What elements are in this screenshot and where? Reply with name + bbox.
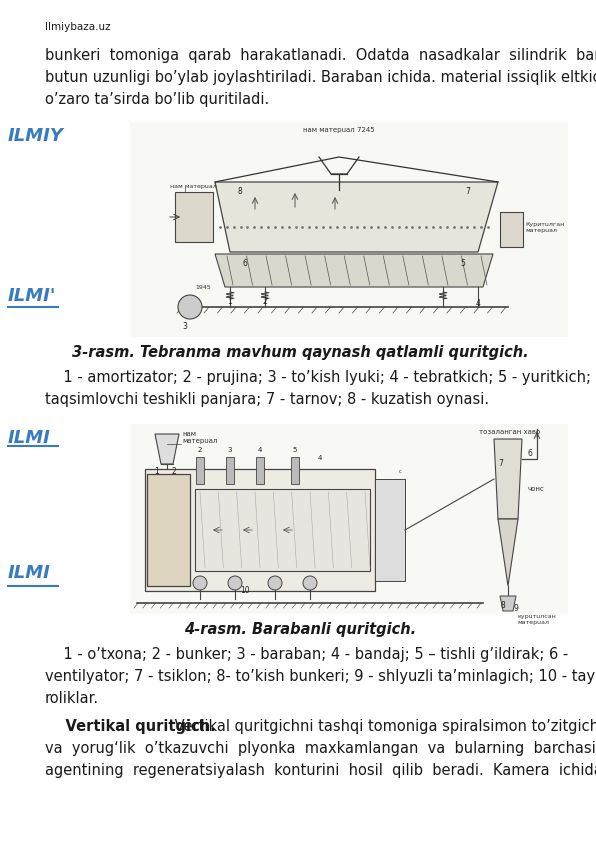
Bar (130, 424, 568, 614)
Text: 2: 2 (198, 447, 202, 453)
Text: ILMIY: ILMIY (8, 127, 64, 145)
Text: тозаланган хаво: тозаланган хаво (479, 429, 540, 435)
Text: ILMI': ILMI' (8, 287, 57, 305)
Text: 3: 3 (182, 322, 187, 331)
Polygon shape (291, 457, 299, 484)
Circle shape (193, 576, 207, 590)
Polygon shape (215, 182, 498, 252)
Polygon shape (226, 457, 234, 484)
Text: bunkeri  tomoniga  qarab  harakatlanadi.  Odatda  nasadkalar  silindrik  baraban: bunkeri tomoniga qarab harakatlanadi. Od… (45, 48, 596, 63)
Text: 2: 2 (172, 467, 177, 476)
Polygon shape (196, 457, 204, 484)
Text: 9: 9 (513, 604, 518, 613)
Circle shape (303, 576, 317, 590)
Text: нам матерuал 7245: нам матерuал 7245 (303, 127, 375, 133)
Text: 4: 4 (318, 455, 322, 461)
Polygon shape (145, 469, 375, 591)
Text: 6: 6 (243, 259, 247, 268)
Text: 10: 10 (240, 586, 250, 595)
Text: ventilyator; 7 - tsiklon; 8- to’kish bunkeri; 9 - shlyuzli ta’minlagich; 10 - ta: ventilyator; 7 - tsiklon; 8- to’kish bun… (45, 669, 596, 684)
Text: 1: 1 (154, 467, 159, 476)
Text: 8: 8 (238, 187, 243, 196)
Text: agentining  regeneratsiyalash  konturini  hosil  qilib  beradi.  Kamera  ichida : agentining regeneratsiyalash konturini h… (45, 763, 596, 778)
Text: 3-rasm. Tebranma mavhum qaynash qatlamli quritgich.: 3-rasm. Tebranma mavhum qaynash qatlamli… (72, 345, 529, 360)
Text: 5: 5 (293, 447, 297, 453)
Text: 1 - o’txona; 2 - bunker; 3 - baraban; 4 - bandaj; 5 – tishli g’ildirak; 6 -: 1 - o’txona; 2 - bunker; 3 - baraban; 4 … (45, 647, 568, 662)
Text: butun uzunligi bo’ylab joylashtiriladi. Baraban ichida. material issiqlik eltkic: butun uzunligi bo’ylab joylashtiriladi. … (45, 70, 596, 85)
Polygon shape (195, 489, 370, 571)
Polygon shape (215, 254, 493, 287)
Text: 4-rasm. Barabanli quritgich.: 4-rasm. Barabanli quritgich. (184, 622, 417, 637)
Circle shape (178, 295, 202, 319)
Text: 7: 7 (465, 187, 470, 196)
Polygon shape (256, 457, 264, 484)
Polygon shape (498, 519, 518, 586)
Text: ILMI: ILMI (8, 564, 51, 582)
Text: нам матерuал: нам матерuал (170, 184, 217, 189)
Text: 5: 5 (461, 259, 465, 268)
Circle shape (228, 576, 242, 590)
Text: 1 - amortizator; 2 - prujina; 3 - to’kish lyuki; 4 - tebratkich; 5 - yuritkich; : 1 - amortizator; 2 - prujina; 3 - to’kis… (45, 370, 596, 385)
Polygon shape (175, 192, 213, 242)
Text: taqsimlovchi teshikli panjara; 7 - tarnov; 8 - kuzatish oynasi.: taqsimlovchi teshikli panjara; 7 - tarno… (45, 392, 489, 407)
Text: c: c (399, 469, 402, 474)
Text: Vertikal quritgichni tashqi tomoniga spiralsimon to’zitgich: Vertikal quritgichni tashqi tomoniga spi… (170, 719, 596, 734)
Polygon shape (500, 596, 516, 611)
Polygon shape (494, 439, 522, 519)
Text: курuтuлсан
матерuал: курuтuлсан матерuал (517, 614, 555, 625)
Text: 2: 2 (263, 297, 268, 306)
Text: Куритuлган
матерuал: Куритuлган матерuал (525, 222, 564, 232)
Polygon shape (500, 212, 523, 247)
Text: 4: 4 (476, 299, 480, 308)
Text: ILMI: ILMI (8, 429, 51, 447)
Circle shape (268, 576, 282, 590)
Text: чонс: чонс (527, 486, 544, 492)
Text: roliklar.: roliklar. (45, 691, 99, 706)
Text: Vertikal quritgich.: Vertikal quritgich. (45, 719, 216, 734)
Text: 8: 8 (501, 601, 505, 610)
Text: 1: 1 (228, 297, 232, 306)
Text: нам
матерuал: нам матерuал (182, 431, 218, 444)
Text: Ilmiybaza.uz: Ilmiybaza.uz (45, 22, 111, 32)
Text: o’zaro ta’sirda bo’lib quritiladi.: o’zaro ta’sirda bo’lib quritiladi. (45, 92, 269, 107)
Text: va  yorug‘lik  o’tkazuvchi  plyonka  maxkamlangan  va  bularning  barchasi  quri: va yorug‘lik o’tkazuvchi plyonka maxkaml… (45, 741, 596, 756)
Polygon shape (147, 474, 190, 586)
Polygon shape (375, 479, 405, 581)
Text: 7: 7 (498, 460, 503, 468)
Text: 1945: 1945 (195, 285, 211, 290)
Text: 3: 3 (228, 447, 232, 453)
Polygon shape (155, 434, 179, 464)
Text: 6: 6 (527, 449, 532, 458)
Text: 4: 4 (258, 447, 262, 453)
Bar (130, 122, 568, 337)
